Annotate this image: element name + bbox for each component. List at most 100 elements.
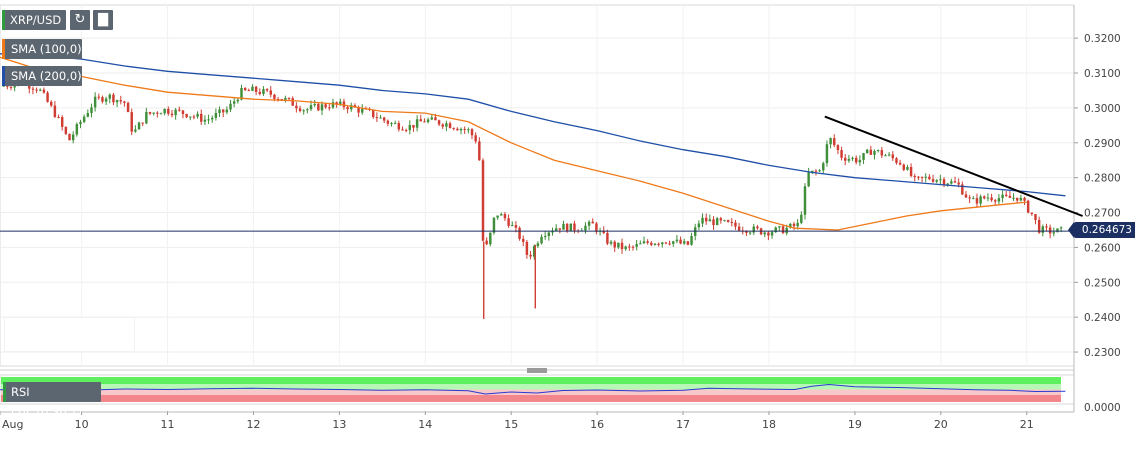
candle-body <box>1059 227 1063 229</box>
price-pane[interactable] <box>0 4 1075 367</box>
candle-body <box>437 120 441 125</box>
candle-body <box>902 164 906 170</box>
candle-body <box>123 101 126 103</box>
candle-body <box>49 101 53 106</box>
candle-body <box>382 117 386 121</box>
sma-100-line <box>0 56 1027 231</box>
candle-body <box>481 160 485 241</box>
candle-body <box>243 87 247 91</box>
candle-body <box>734 222 737 227</box>
candle-body <box>452 128 455 130</box>
candle-body <box>950 181 953 184</box>
candle-body <box>185 114 188 118</box>
candle-body <box>459 128 463 131</box>
x-tick-label: Aug <box>2 418 23 431</box>
candle-body <box>221 109 225 113</box>
candle-body <box>434 117 437 121</box>
candle-body <box>218 109 221 113</box>
candle-body <box>361 108 364 113</box>
candle-body <box>295 105 298 109</box>
x-tick-label: 17 <box>676 418 690 431</box>
candle-body <box>653 243 657 245</box>
candle-body <box>200 113 203 122</box>
candle-body <box>756 226 759 229</box>
candle-body <box>876 150 880 152</box>
y-tick-label: 0.2900 <box>1084 138 1121 150</box>
candle-body <box>770 232 774 236</box>
candle-body <box>873 150 876 155</box>
candle-body <box>79 121 82 125</box>
candle-body <box>90 107 93 114</box>
candle-body <box>357 107 360 113</box>
candle-body <box>207 119 210 121</box>
candle-body <box>712 219 715 226</box>
candle-body <box>196 113 199 117</box>
candle-body <box>60 117 64 127</box>
candle-body <box>704 217 708 222</box>
candle-body <box>800 214 803 223</box>
candle-body <box>192 116 196 118</box>
candle-body <box>401 129 404 131</box>
candle-body <box>214 112 218 118</box>
candle-body <box>426 119 430 123</box>
candle-body <box>97 96 101 98</box>
candle-body <box>1019 197 1023 201</box>
candle-body <box>679 239 682 244</box>
candle-body <box>229 103 232 110</box>
candle-body <box>93 96 97 108</box>
candle-body <box>748 232 752 234</box>
candlestick-icon[interactable]: ▇ <box>93 10 113 30</box>
candle-body <box>664 242 668 244</box>
candle-body <box>423 121 426 123</box>
candle-body <box>339 101 342 105</box>
candle-body <box>884 155 887 157</box>
candle-body <box>1037 219 1041 233</box>
pane-resize-handle[interactable] <box>527 368 547 373</box>
candle-body <box>573 223 576 231</box>
refresh-icon[interactable]: ↻ <box>70 10 90 30</box>
candle-body <box>463 128 466 130</box>
candle-body <box>620 242 624 250</box>
y-tick-label: 0.2700 <box>1084 208 1121 220</box>
candle-body <box>672 241 675 244</box>
symbol-label[interactable]: XRP/USD <box>2 10 66 30</box>
candle-body <box>1052 232 1056 234</box>
rsi-strip <box>3 382 6 402</box>
candle-body <box>247 90 251 92</box>
sma-200-text: SMA (200,0) <box>11 69 82 83</box>
candle-body <box>924 176 927 178</box>
candle-body <box>478 141 481 161</box>
candle-body <box>430 117 433 120</box>
candle-body <box>496 215 499 218</box>
candle-body <box>635 243 638 247</box>
candle-body <box>939 179 942 181</box>
candle-body <box>511 225 514 227</box>
candle-body <box>306 109 309 111</box>
candle-body <box>115 100 119 103</box>
candle-body <box>917 176 920 178</box>
sma-100-strip <box>2 39 5 59</box>
sma-200-label[interactable]: SMA (200,0) <box>2 66 82 86</box>
candle-body <box>928 176 931 180</box>
rsi-label[interactable]: RSI (14,70,30,1) <box>3 382 101 419</box>
candle-body <box>331 102 335 108</box>
candle-body <box>781 226 785 234</box>
candle-body <box>189 116 192 118</box>
x-tick-label: 20 <box>934 418 948 431</box>
candle-body <box>276 98 280 100</box>
sma-100-label[interactable]: SMA (100,0) <box>2 39 82 59</box>
candle-body <box>53 105 57 117</box>
candle-body <box>726 220 730 223</box>
x-tick-label: 11 <box>161 418 175 431</box>
candle-body <box>887 154 891 156</box>
candle-body <box>522 238 525 242</box>
candle-body <box>811 170 814 173</box>
rsi-axis-label: 0.0000 <box>1084 402 1121 414</box>
candle-body <box>650 242 653 245</box>
x-tick-label: 15 <box>504 418 518 431</box>
candle-body <box>690 236 693 245</box>
candle-body <box>448 123 452 129</box>
candle-body <box>851 157 854 159</box>
